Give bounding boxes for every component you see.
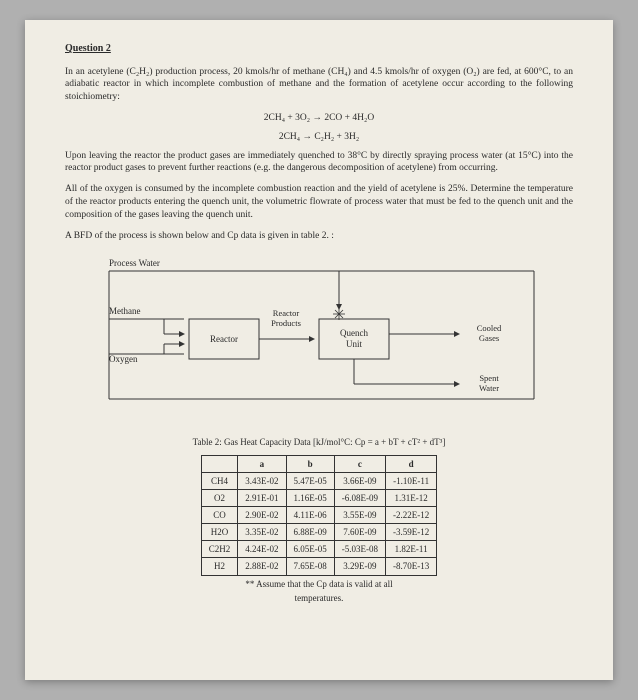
header-blank [201, 455, 238, 472]
table-cell: C2H2 [201, 541, 238, 558]
document-page: Question 2 In an acetylene (C₂H₂) produc… [25, 20, 613, 680]
equation-1: 2CH₄ + 3O₂ → 2CO + 4H₂O [65, 112, 573, 125]
svg-text:Cooled: Cooled [477, 323, 502, 333]
table-row: H2O3.35E-026.88E-097.60E-09-3.59E-12 [201, 524, 437, 541]
label-oxygen: Oxygen [109, 354, 138, 364]
table-cell: -1.10E-11 [386, 472, 437, 489]
quench-paragraph: Upon leaving the reactor the product gas… [65, 150, 573, 176]
svg-text:Unit: Unit [346, 339, 363, 349]
svg-text:Quench: Quench [340, 328, 368, 338]
table-cell: -8.70E-13 [386, 558, 437, 575]
table-cell: 6.05E-05 [286, 541, 334, 558]
table-cell: 1.31E-12 [386, 489, 437, 506]
header-d: d [386, 455, 437, 472]
table-cell: 3.43E-02 [238, 472, 286, 489]
table-row: CO2.90E-024.11E-063.55E-09-2.22E-12 [201, 507, 437, 524]
header-b: b [286, 455, 334, 472]
table-cell: 2.91E-01 [238, 489, 286, 506]
table-cell: 3.29E-09 [334, 558, 385, 575]
table-caption: Table 2: Gas Heat Capacity Data [kJ/mol°… [65, 436, 573, 448]
intro-paragraph: In an acetylene (C₂H₂) production proces… [65, 66, 573, 104]
table-cell: 5.47E-05 [286, 472, 334, 489]
cp-data-table: a b c d CH43.43E-025.47E-053.66E-09-1.10… [201, 455, 438, 576]
table-cell: H2 [201, 558, 238, 575]
table-cell: 6.88E-09 [286, 524, 334, 541]
table-cell: 3.66E-09 [334, 472, 385, 489]
table-cell: 3.35E-02 [238, 524, 286, 541]
table-cell: O2 [201, 489, 238, 506]
table-row: C2H24.24E-026.05E-05-5.03E-081.82E-11 [201, 541, 437, 558]
svg-text:Products: Products [271, 318, 301, 328]
table-cell: 1.82E-11 [386, 541, 437, 558]
table-header-row: a b c d [201, 455, 437, 472]
label-process-water: Process Water [109, 258, 160, 268]
table-cell: 2.88E-02 [238, 558, 286, 575]
table-cell: -6.08E-09 [334, 489, 385, 506]
header-c: c [334, 455, 385, 472]
table-footnote-2: temperatures. [65, 592, 573, 604]
label-reactor: Reactor [210, 334, 238, 344]
table-cell: 7.65E-08 [286, 558, 334, 575]
table-cell: 7.60E-09 [334, 524, 385, 541]
table-row: CH43.43E-025.47E-053.66E-09-1.10E-11 [201, 472, 437, 489]
table-cell: -5.03E-08 [334, 541, 385, 558]
table-cell: 4.24E-02 [238, 541, 286, 558]
table-row: O22.91E-011.16E-05-6.08E-091.31E-12 [201, 489, 437, 506]
process-diagram: Process Water Methane Oxygen Reactor Rea… [89, 254, 549, 424]
table-cell: 4.11E-06 [286, 507, 334, 524]
equation-2: 2CH₄ → C₂H₂ + 3H₂ [65, 131, 573, 144]
svg-text:Spent: Spent [479, 373, 499, 383]
question-title: Question 2 [65, 42, 573, 56]
bfd-note: A BFD of the process is shown below and … [65, 230, 573, 243]
label-methane: Methane [109, 306, 141, 316]
task-paragraph: All of the oxygen is consumed by the inc… [65, 183, 573, 221]
table-cell: -2.22E-12 [386, 507, 437, 524]
table-row: H22.88E-027.65E-083.29E-09-8.70E-13 [201, 558, 437, 575]
table-cell: 1.16E-05 [286, 489, 334, 506]
svg-text:Gases: Gases [479, 333, 499, 343]
svg-text:Water: Water [479, 383, 499, 393]
svg-text:Reactor: Reactor [273, 308, 300, 318]
table-cell: 2.90E-02 [238, 507, 286, 524]
table-cell: CH4 [201, 472, 238, 489]
table-footnote-1: ** Assume that the Cp data is valid at a… [65, 578, 573, 590]
header-a: a [238, 455, 286, 472]
table-cell: CO [201, 507, 238, 524]
table-cell: H2O [201, 524, 238, 541]
table-cell: 3.55E-09 [334, 507, 385, 524]
table-cell: -3.59E-12 [386, 524, 437, 541]
